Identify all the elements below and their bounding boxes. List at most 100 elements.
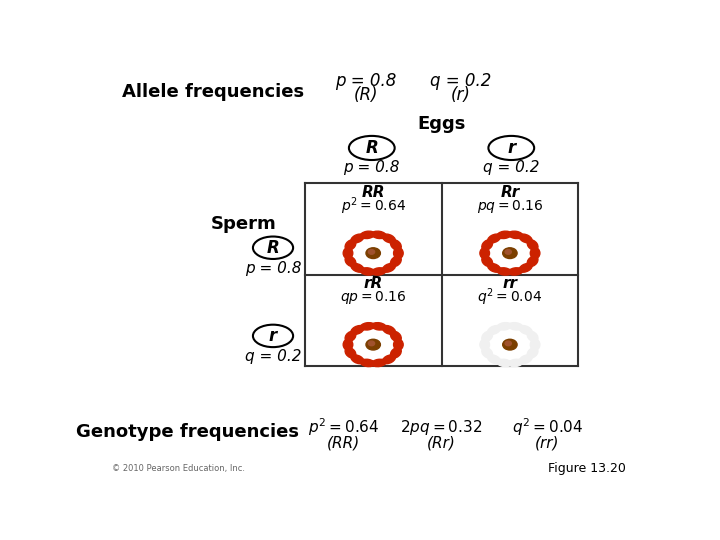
- Text: p = 0.8: p = 0.8: [336, 72, 397, 90]
- Ellipse shape: [343, 339, 353, 350]
- Ellipse shape: [351, 326, 364, 334]
- Text: q = 0.2: q = 0.2: [431, 72, 492, 90]
- Circle shape: [505, 249, 511, 254]
- Circle shape: [505, 341, 511, 346]
- Ellipse shape: [345, 332, 356, 342]
- Ellipse shape: [345, 240, 356, 250]
- Text: rr: rr: [503, 276, 518, 292]
- Text: rR: rR: [364, 276, 383, 292]
- Text: $p^2 = 0.64$: $p^2 = 0.64$: [308, 416, 379, 438]
- Ellipse shape: [372, 231, 386, 239]
- Text: Rr: Rr: [500, 185, 520, 200]
- Text: q = 0.2: q = 0.2: [245, 349, 301, 364]
- Ellipse shape: [527, 256, 538, 266]
- Ellipse shape: [480, 339, 490, 350]
- Text: R: R: [366, 139, 378, 157]
- Text: $pq = 0.16$: $pq = 0.16$: [477, 198, 544, 215]
- Ellipse shape: [488, 136, 534, 160]
- Text: Allele frequencies: Allele frequencies: [122, 83, 304, 101]
- Text: $2pq = 0.32$: $2pq = 0.32$: [400, 418, 482, 437]
- Text: Figure 13.20: Figure 13.20: [548, 462, 626, 475]
- Text: r: r: [269, 327, 277, 345]
- Ellipse shape: [519, 264, 532, 272]
- Ellipse shape: [382, 264, 395, 272]
- Ellipse shape: [527, 240, 538, 250]
- Text: Eggs: Eggs: [418, 115, 466, 133]
- Ellipse shape: [343, 248, 353, 259]
- Ellipse shape: [487, 355, 500, 364]
- Ellipse shape: [361, 268, 375, 275]
- Circle shape: [366, 339, 380, 350]
- Ellipse shape: [480, 248, 490, 259]
- Text: RR: RR: [361, 185, 385, 200]
- Ellipse shape: [253, 237, 293, 259]
- Ellipse shape: [382, 326, 395, 334]
- Ellipse shape: [482, 240, 492, 250]
- Ellipse shape: [487, 326, 500, 334]
- Ellipse shape: [390, 332, 401, 342]
- Text: Sperm: Sperm: [210, 214, 276, 233]
- Text: p = 0.8: p = 0.8: [245, 261, 301, 276]
- Ellipse shape: [361, 231, 375, 239]
- Ellipse shape: [390, 240, 401, 250]
- Ellipse shape: [382, 355, 395, 364]
- Ellipse shape: [361, 322, 375, 330]
- Ellipse shape: [519, 234, 532, 243]
- Ellipse shape: [372, 268, 386, 275]
- Text: © 2010 Pearson Education, Inc.: © 2010 Pearson Education, Inc.: [112, 464, 246, 472]
- Text: (R): (R): [354, 86, 379, 104]
- Ellipse shape: [382, 234, 395, 243]
- Text: R: R: [266, 239, 279, 256]
- Ellipse shape: [519, 355, 532, 364]
- Text: p = 0.8: p = 0.8: [343, 160, 400, 176]
- Text: $p^2 = 0.64$: $p^2 = 0.64$: [341, 195, 406, 217]
- Text: (rr): (rr): [535, 436, 560, 451]
- Ellipse shape: [351, 264, 364, 272]
- Circle shape: [366, 248, 380, 259]
- Ellipse shape: [508, 359, 523, 367]
- Text: (r): (r): [451, 86, 471, 104]
- Circle shape: [369, 341, 374, 346]
- Ellipse shape: [394, 248, 403, 259]
- Ellipse shape: [345, 256, 356, 266]
- Text: q = 0.2: q = 0.2: [483, 160, 539, 176]
- Ellipse shape: [482, 348, 492, 358]
- Ellipse shape: [508, 231, 523, 239]
- Ellipse shape: [394, 339, 403, 350]
- Ellipse shape: [527, 348, 538, 358]
- Ellipse shape: [527, 332, 538, 342]
- Ellipse shape: [497, 268, 511, 275]
- Text: (RR): (RR): [328, 436, 361, 451]
- Ellipse shape: [508, 268, 523, 275]
- Ellipse shape: [372, 322, 386, 330]
- Ellipse shape: [482, 256, 492, 266]
- Ellipse shape: [482, 332, 492, 342]
- Ellipse shape: [519, 326, 532, 334]
- Ellipse shape: [487, 234, 500, 243]
- Ellipse shape: [345, 348, 356, 358]
- Ellipse shape: [372, 359, 386, 367]
- Ellipse shape: [349, 136, 395, 160]
- Ellipse shape: [361, 359, 375, 367]
- Ellipse shape: [390, 348, 401, 358]
- Circle shape: [503, 248, 517, 259]
- Text: r: r: [507, 139, 516, 157]
- Text: (Rr): (Rr): [427, 436, 456, 451]
- Ellipse shape: [487, 264, 500, 272]
- Ellipse shape: [497, 359, 511, 367]
- Circle shape: [369, 249, 374, 254]
- Ellipse shape: [531, 248, 540, 259]
- Text: $q^2 = 0.04$: $q^2 = 0.04$: [477, 287, 542, 308]
- Text: $q^2 = 0.04$: $q^2 = 0.04$: [512, 416, 583, 438]
- Ellipse shape: [531, 339, 540, 350]
- Ellipse shape: [497, 231, 511, 239]
- Text: Genotype frequencies: Genotype frequencies: [76, 422, 299, 441]
- Text: $qp = 0.16$: $qp = 0.16$: [340, 289, 407, 306]
- Ellipse shape: [351, 355, 364, 364]
- Ellipse shape: [253, 325, 293, 347]
- Ellipse shape: [497, 322, 511, 330]
- Ellipse shape: [390, 256, 401, 266]
- Ellipse shape: [508, 322, 523, 330]
- Ellipse shape: [351, 234, 364, 243]
- Circle shape: [503, 339, 517, 350]
